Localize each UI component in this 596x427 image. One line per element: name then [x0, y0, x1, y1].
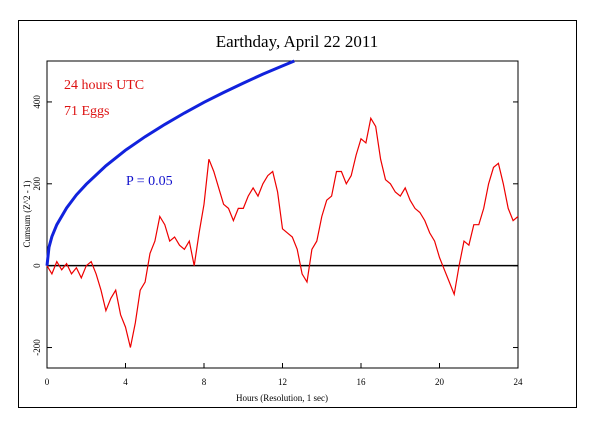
- y-tick-label: 400: [32, 95, 42, 109]
- y-tick-label: 200: [32, 177, 42, 191]
- x-axis-label: Hours (Resolution, 1 sec): [236, 393, 328, 403]
- y-tick-label: -200: [32, 339, 42, 356]
- y-tick-label: 0: [32, 263, 42, 268]
- chart-title: Earthday, April 22 2011: [216, 32, 379, 51]
- series-line: [45, 59, 295, 266]
- x-tick-label: 4: [123, 377, 128, 387]
- x-tick-label: 20: [435, 377, 445, 387]
- annotation: 71 Eggs: [64, 104, 110, 119]
- annotation: 24 hours UTC: [64, 78, 144, 93]
- annotation: P = 0.05: [126, 174, 173, 189]
- x-tick-label: 16: [357, 377, 367, 387]
- plot-area: [46, 60, 519, 369]
- x-tick-label: 0: [45, 377, 50, 387]
- frame: [18, 20, 577, 408]
- x-tick-label: 12: [278, 377, 287, 387]
- x-tick-label: 8: [202, 377, 207, 387]
- x-tick-label: 24: [514, 377, 524, 387]
- y-axis-label: Cumsum (Z^2 - 1): [22, 181, 32, 248]
- series-line: [46, 116, 519, 348]
